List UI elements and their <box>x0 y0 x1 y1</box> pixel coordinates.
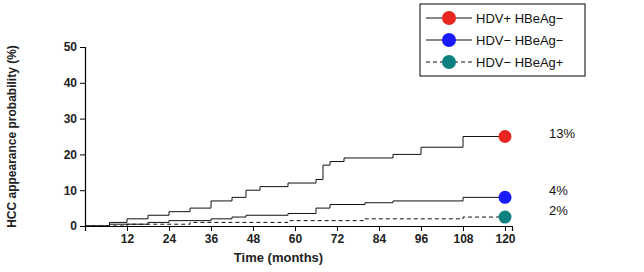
tick-label: 24 <box>163 232 177 246</box>
tick-mark <box>463 226 464 231</box>
tick: 96 <box>415 226 429 246</box>
tick-label: 60 <box>289 232 303 246</box>
x-axis-title: Time (months) <box>234 250 323 265</box>
tick-mark <box>379 226 380 231</box>
tick-label: 12 <box>121 232 135 246</box>
tick: 36 <box>205 226 219 246</box>
tick: 0 <box>70 219 85 233</box>
tick-mark <box>80 83 85 84</box>
end-marker <box>499 191 512 204</box>
tick-label: 50 <box>64 40 78 54</box>
tick-label: 120 <box>495 232 515 246</box>
tick-mark <box>80 190 85 191</box>
tick-mark <box>337 226 338 231</box>
tick-label: 20 <box>64 148 78 162</box>
tick-label: 40 <box>64 76 78 90</box>
legend-marker <box>442 33 456 47</box>
tick-label: 48 <box>247 232 261 246</box>
tick: 40 <box>64 76 85 90</box>
tick-label: 30 <box>64 112 78 126</box>
tick-mark <box>80 226 85 227</box>
tick-mark <box>80 154 85 155</box>
annotation: 2% <box>549 203 568 218</box>
legend-marker <box>442 11 456 25</box>
tick: 84 <box>373 226 387 246</box>
tick-label: 10 <box>64 184 78 198</box>
tick-mark <box>505 226 506 231</box>
tick-mark <box>127 226 128 231</box>
axis-line <box>86 227 513 232</box>
annotation: 13% <box>549 126 575 141</box>
tick-mark <box>169 226 170 231</box>
tick: 72 <box>331 226 345 246</box>
y-axis: 0 10 20 30 40 50 <box>64 40 86 233</box>
series-group <box>85 130 512 226</box>
annotation: 4% <box>549 183 568 198</box>
tick-mark <box>80 47 85 48</box>
tick-label: 108 <box>453 232 473 246</box>
tick-mark <box>253 226 254 231</box>
tick-mark <box>295 226 296 231</box>
end-marker <box>499 130 512 143</box>
tick: 50 <box>64 40 85 54</box>
tick: 120 <box>495 226 515 246</box>
tick: 24 <box>163 226 177 246</box>
legend-label: HDV+ HBeAg− <box>476 11 563 26</box>
end-marker <box>499 211 512 224</box>
tick: 108 <box>453 226 473 246</box>
tick: 30 <box>64 112 85 126</box>
tick-mark <box>421 226 422 231</box>
tick: 60 <box>289 226 303 246</box>
tick: 48 <box>247 226 261 246</box>
axis-line <box>80 48 86 227</box>
series-line <box>85 217 505 226</box>
tick: 20 <box>64 148 85 162</box>
legend: HDV+ HBeAg− HDV− HBeAg− HDV− HBeAg+ <box>420 4 585 76</box>
legend-label: HDV− HBeAg− <box>476 33 563 48</box>
tick-label: 96 <box>415 232 429 246</box>
tick: 12 <box>121 226 135 246</box>
legend-marker <box>442 55 456 69</box>
tick-mark <box>211 226 212 231</box>
tick-label: 72 <box>331 232 345 246</box>
series-line <box>85 197 505 226</box>
tick-mark <box>80 119 85 120</box>
y-axis-title: HCC appearance probability (%) <box>5 45 19 228</box>
x-axis: 12 24 36 48 60 72 84 96 108 120 <box>86 226 516 246</box>
series-line <box>85 137 505 227</box>
chart: 12 24 36 48 60 72 84 96 108 120 0 10 20 30 40 50 Time (m… <box>0 0 644 272</box>
tick-label: 0 <box>70 219 77 233</box>
legend-box <box>420 4 585 76</box>
tick-label: 84 <box>373 232 387 246</box>
tick-label: 36 <box>205 232 219 246</box>
legend-label: HDV− HBeAg+ <box>476 55 563 70</box>
tick: 10 <box>64 184 85 198</box>
